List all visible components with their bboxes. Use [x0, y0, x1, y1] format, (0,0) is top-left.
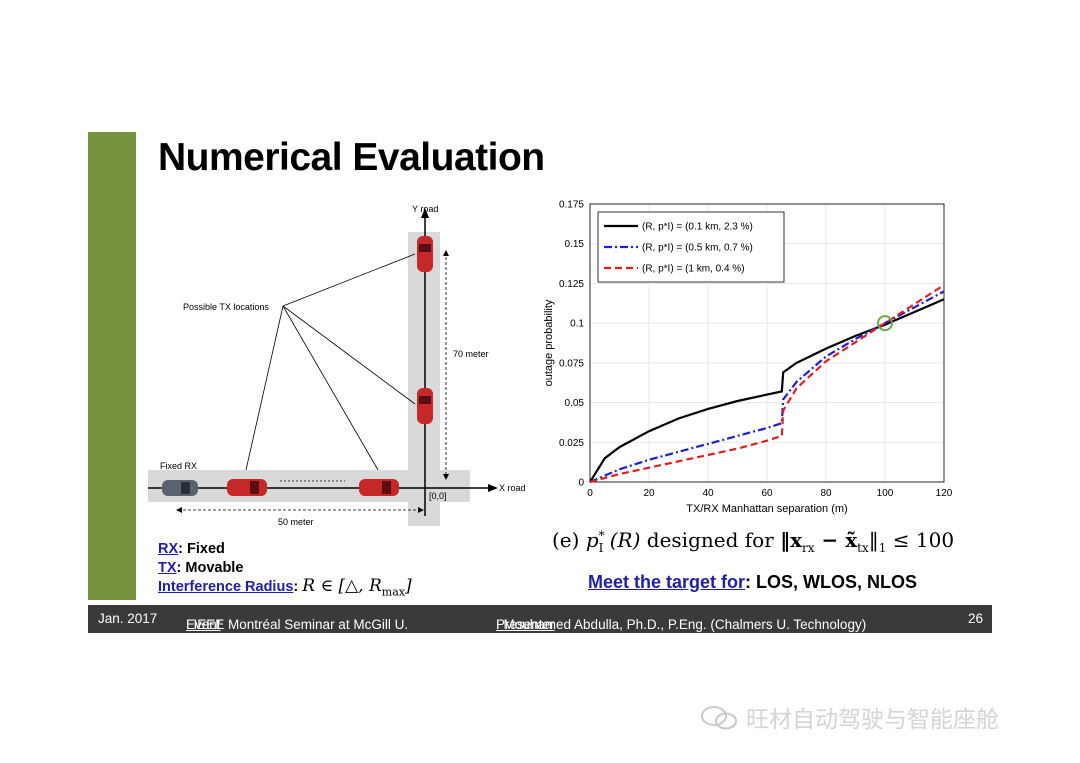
x-tick-label: 100 — [877, 488, 894, 499]
ir-math: R ∈ [△, Rmax] — [302, 576, 412, 599]
series-line-3 — [589, 284, 945, 484]
rx-term: RX — [158, 541, 179, 557]
def-rx: RX: Fixed — [158, 540, 412, 559]
slide-title: Numerical Evaluation — [158, 136, 545, 179]
tx-pointer-lines — [245, 253, 416, 471]
y-arrowhead — [421, 208, 429, 218]
x-arrowhead — [488, 484, 498, 492]
ir-colon: : — [293, 579, 299, 595]
x-tick-label: 0 — [587, 488, 593, 499]
y-tick-label: 0.1 — [570, 319, 584, 330]
y-tick-label: 0.175 — [559, 200, 584, 211]
x-tick-label: 20 — [643, 488, 655, 499]
car-tx-right — [359, 479, 399, 496]
car-tx-left — [227, 479, 267, 496]
outage-chart: 0 20 40 60 80 100 120 0 0.025 0.05 0.075 0.1 0.125 0.… — [543, 200, 953, 516]
legend-label-3: (R, p*I) = (1 km, 0.4 %) — [642, 264, 745, 275]
car-tx-top — [417, 236, 433, 272]
target-statement: Meet the target for: LOS, WLOS, NLOS — [588, 572, 917, 593]
y-tick-label: 0.075 — [559, 358, 584, 369]
x-road-band — [148, 470, 470, 502]
legend-label-1: (R, p*I) = (0.1 km, 2.3 %) — [642, 222, 753, 233]
wechat-icon — [700, 704, 740, 738]
car-tx-middle — [417, 388, 433, 424]
y-road-label: Y road — [412, 204, 438, 214]
y-tick-label: 0 — [578, 478, 584, 489]
fixed-rx-label: Fixed RX — [160, 461, 197, 471]
y-tick-label: 0.15 — [565, 239, 585, 250]
chart-caption: (e) p*I (R) designed for ‖xrx − x̃tx‖1 ≤… — [552, 528, 955, 555]
origin-label: [0,0] — [429, 491, 447, 501]
y-tick-label: 0.125 — [559, 279, 584, 290]
x-tick-label: 60 — [761, 488, 773, 499]
plot-frame — [589, 203, 945, 483]
x-tick-label: 120 — [936, 488, 953, 499]
watermark-text: 旺材自动驾驶与智能座舱 — [746, 707, 999, 733]
possible-tx-label: Possible TX locations — [183, 302, 269, 312]
road-diagram: Y road X road Possible TX locations Fixe… — [148, 204, 526, 527]
watermark: 旺材自动驾驶与智能座舱 — [700, 700, 999, 738]
x-tick-label: 40 — [702, 488, 714, 499]
footer-page-number: 26 — [968, 611, 984, 626]
def-tx: TX: Movable — [158, 559, 412, 578]
definitions: RX: Fixed TX: Movable Interference Radiu… — [158, 540, 412, 602]
x-road-label: X road — [499, 483, 526, 493]
slide-footer: Jan. 2017 Event: IEEE Montréal Seminar a… — [88, 605, 992, 633]
legend-box — [597, 211, 785, 283]
def-ir: Interference Radius: R ∈ [△, Rmax] — [158, 577, 412, 602]
x-axis-label: TX/RX Manhattan separation (m) — [686, 503, 847, 515]
y-axis-label: outage probability — [543, 299, 555, 386]
target-label[interactable]: Meet the target for — [588, 572, 746, 592]
car-rx-fixed — [162, 480, 198, 496]
legend-label-2: (R, p*I) = (0.5 km, 0.7 %) — [642, 243, 753, 254]
rx-value: : Fixed — [178, 541, 225, 557]
y-tick-label: 0.025 — [559, 438, 584, 449]
intersection-marker — [877, 315, 893, 332]
tx-value: : Movable — [176, 559, 244, 576]
y-tick-label: 0.05 — [565, 398, 585, 409]
x-tick-label: 80 — [820, 488, 832, 499]
tx-term: TX — [158, 559, 177, 576]
footer-date: Jan. 2017 — [98, 611, 158, 626]
dist-70-label: 70 meter — [453, 349, 489, 359]
ir-term: Interference Radius — [158, 579, 294, 595]
dist-50-label: 50 meter — [278, 517, 314, 527]
target-value: : LOS, WLOS, NLOS — [745, 572, 918, 592]
accent-bar — [88, 132, 136, 600]
